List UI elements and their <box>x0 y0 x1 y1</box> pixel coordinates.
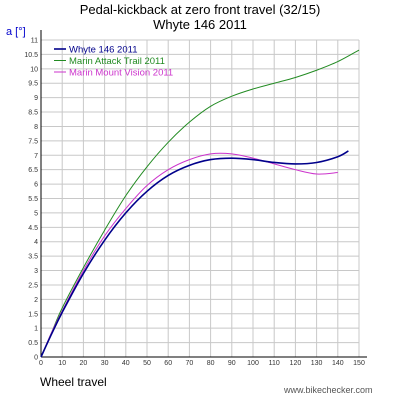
y-tick-label: 7 <box>34 153 38 160</box>
y-tick-label: 8 <box>34 124 38 131</box>
x-tick-label: 70 <box>186 360 194 367</box>
x-tick-label: 100 <box>247 360 259 367</box>
series-line <box>40 152 338 358</box>
x-tick-label: 110 <box>269 360 280 367</box>
x-tick-label: 60 <box>164 360 172 367</box>
x-tick-label: 130 <box>311 360 323 367</box>
chart-title: Pedal-kickback at zero front travel (32/… <box>79 2 321 17</box>
x-tick-label: 20 <box>80 360 88 367</box>
y-tick-label: 3.5 <box>28 254 38 261</box>
x-tick-label: 0 <box>39 360 43 367</box>
y-tick-label: 0.5 <box>28 340 38 347</box>
y-tick-label: 11 <box>31 38 38 45</box>
y-tick-label: 9.5 <box>28 81 38 88</box>
y-tick-label: 5.5 <box>28 196 38 203</box>
x-tick-label: 150 <box>353 360 365 367</box>
x-tick-label: 10 <box>58 360 66 367</box>
series-line <box>40 150 349 358</box>
y-tick-label: 3 <box>34 268 38 275</box>
x-tick-label: 40 <box>122 360 130 367</box>
y-tick-label: 2 <box>34 297 38 304</box>
y-tick-label: 6 <box>34 182 38 189</box>
y-tick-label: 10 <box>30 66 38 73</box>
x-tick-label: 30 <box>101 360 109 367</box>
series-line <box>40 49 360 358</box>
y-tick-label: 7.5 <box>28 138 38 145</box>
y-tick-label: 1 <box>34 326 38 333</box>
legend-entry: Whyte 146 2011 <box>69 45 137 56</box>
y-tick-label: 4.5 <box>28 225 38 232</box>
y-tick-label: 6.5 <box>28 167 38 174</box>
x-tick-label: 120 <box>290 360 302 367</box>
y-tick-label: 2.5 <box>28 282 38 289</box>
y-tick-label: 4 <box>34 239 38 246</box>
y-tick-label: 5 <box>34 210 38 217</box>
x-tick-label: 90 <box>228 360 236 367</box>
y-tick-label: 0 <box>34 355 38 362</box>
y-tick-label: 8.5 <box>28 110 38 117</box>
x-tick-label: 140 <box>332 360 344 367</box>
y-tick-label: 10.5 <box>24 52 38 59</box>
y-axis-label: a [°] <box>6 26 26 38</box>
chart-subtitle: Whyte 146 2011 <box>153 17 247 32</box>
x-axis-label: Wheel travel <box>40 375 107 389</box>
y-tick-label: 1.5 <box>28 311 38 318</box>
y-tick-label: 9 <box>34 95 38 102</box>
x-tick-label: 50 <box>143 360 151 367</box>
legend-entry: Marin Attack Trail 2011 <box>69 56 165 67</box>
x-tick-label: 80 <box>207 360 215 367</box>
legend-entry: Marin Mount Vision 2011 <box>69 68 173 79</box>
source-credit: www.bikechecker.com <box>284 385 373 395</box>
